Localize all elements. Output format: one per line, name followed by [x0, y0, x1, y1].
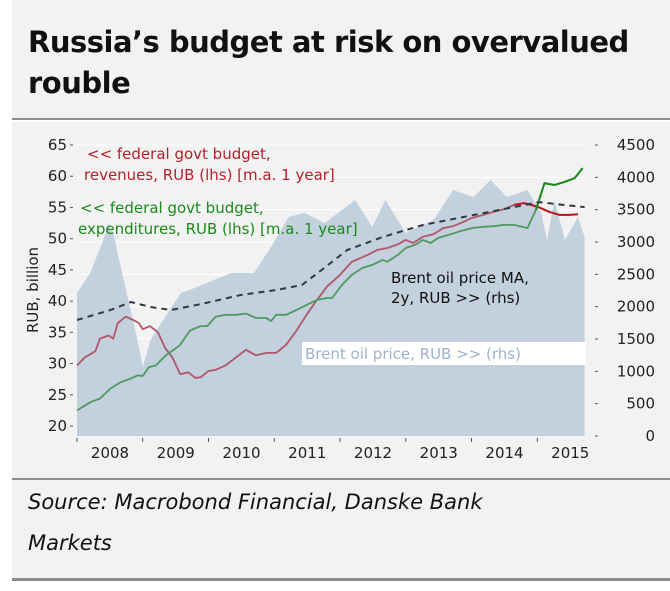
x-tick-label: 2010 — [222, 444, 260, 462]
y-tick-label: 60 — [48, 167, 67, 185]
brent-area-layer — [77, 180, 585, 436]
brent-ma-line — [76, 201, 585, 321]
y-tick-label: 50 — [48, 230, 67, 248]
y2-tick-label: 3000 — [617, 233, 655, 251]
x-tick-label: 2013 — [420, 444, 458, 462]
brent-ma-annotation-line1: Brent oil price MA, — [391, 269, 529, 287]
y-axis-label: RUB, billion — [24, 247, 42, 333]
y-tick-label: 65 — [48, 136, 67, 154]
brent-label-background — [302, 342, 586, 365]
brent-ma-annotation-line2: 2y, RUB >> (rhs) — [391, 289, 520, 307]
revenues-line-recent — [514, 202, 579, 216]
expenditures-annotation-line2: expenditures, RUB (lhs) [m.a. 1 year] — [78, 220, 358, 238]
brent-annotation: Brent oil price, RUB >> (rhs) — [305, 345, 521, 363]
y2-tick-label: 4500 — [617, 136, 655, 154]
source-line-1: Source: Macrobond Financial, Danske Bank — [28, 490, 483, 514]
chart-svg: 20 25 30 35 40 45 50 55 60 65 0 500 1000 1500 2000 2500… — [24, 136, 655, 462]
revenues-annotation-line1: << federal govt budget, — [87, 145, 271, 163]
x-tick-label: 2011 — [288, 444, 326, 462]
title-panel: Russia’s budget at risk on overvalued ro… — [12, 0, 670, 120]
x-tick-label: 2012 — [354, 444, 392, 462]
chart-title: Russia’s budget at risk on overvalued ro… — [28, 25, 629, 100]
expenditures-line-recent — [534, 167, 584, 211]
y-tick-label: 45 — [48, 261, 67, 279]
source-panel: Source: Macrobond Financial, Danske Bank… — [12, 480, 670, 581]
y2-tick-label: 1500 — [617, 330, 655, 348]
y-tick-label: 55 — [48, 198, 67, 216]
y-tick-label: 35 — [48, 323, 67, 341]
expenditures-annotation-line1: << federal govt budget, — [80, 199, 264, 217]
revenues-annotation-line2: revenues, RUB (lhs) [m.a. 1 year] — [84, 166, 335, 184]
lines-layer — [76, 167, 585, 412]
source-text: Source: Macrobond Financial, Danske Bank… — [28, 482, 628, 564]
x-tick-label: 2009 — [157, 444, 195, 462]
axes: 20 25 30 35 40 45 50 55 60 65 0 500 1000 1500 2000 2500… — [48, 136, 655, 462]
y-tick-label: 20 — [48, 417, 67, 435]
y2-tick-label: 2500 — [617, 265, 655, 283]
y2-tick-label: 2000 — [617, 298, 655, 316]
y2-tick-label: 500 — [626, 395, 655, 413]
y-tick-label: 25 — [48, 386, 67, 404]
x-tick-label: 2015 — [551, 444, 589, 462]
y-tick-label: 40 — [48, 292, 67, 310]
brent-price-area — [77, 180, 585, 436]
y-tick-label: 30 — [48, 355, 67, 373]
x-tick-label: 2008 — [91, 444, 129, 462]
revenues-line — [76, 202, 579, 379]
y2-tick-label: 1000 — [617, 362, 655, 380]
y2-tick-label: 0 — [645, 427, 655, 445]
source-line-2: Markets — [28, 531, 112, 555]
y2-tick-label: 4000 — [617, 168, 655, 186]
y2-tick-label: 3500 — [617, 201, 655, 219]
expenditures-line — [76, 167, 584, 412]
x-tick-label: 2014 — [485, 444, 523, 462]
